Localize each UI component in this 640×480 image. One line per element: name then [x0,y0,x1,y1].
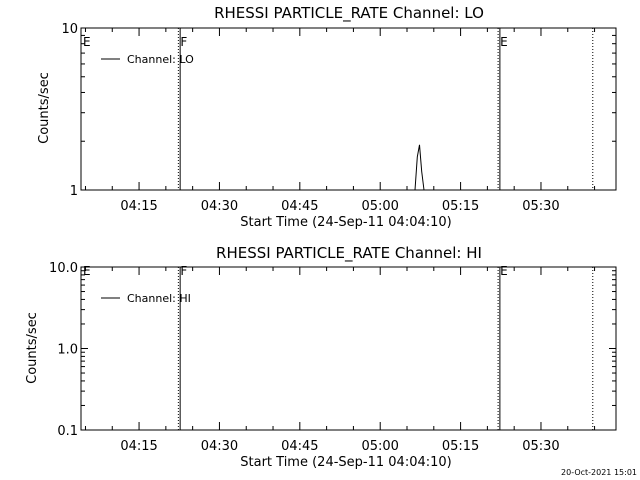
lo-data-series [414,144,425,191]
lo-x-tick-label: 04:45 [281,199,318,214]
lo-x-tick-label: 05:15 [442,199,479,214]
hi-x-tick-label: 04:30 [201,439,238,454]
lo-event-marker-label: F [180,35,187,49]
lo-y-axis-label: Counts/sec [37,72,52,144]
hi-x-tick-label: 04:45 [281,439,318,454]
hi-x-tick-label: 05:15 [442,439,479,454]
hi-event-marker-label: E [500,264,508,278]
hi-y-tick-label: 1.0 [57,343,78,358]
lo-x-tick-label: 04:30 [201,199,238,214]
hi-x-tick-label: 04:15 [120,439,157,454]
hi-y-tick-label: 0.1 [57,424,78,439]
hi-channel-panel: RHESSI PARTICLE_RATE Channel: HI Counts/… [25,244,617,470]
lo-channel-panel: RHESSI PARTICLE_RATE Channel: LO Counts/… [37,4,617,230]
hi-x-axis-label: Start Time (24-Sep-11 04:04:10) [240,455,451,470]
lo-x-tick-label: 05:30 [522,199,559,214]
lo-legend-label: Channel: LO [127,53,194,66]
hi-y-axis-label: Counts/sec [25,312,40,384]
lo-y-tick-label: 10 [61,22,78,37]
hi-y-tick-label: 10.0 [49,261,78,276]
hi-x-tick-label: 05:00 [361,439,398,454]
lo-x-tick-label: 04:15 [120,199,157,214]
lo-chart-title: RHESSI PARTICLE_RATE Channel: LO [214,4,484,23]
lo-event-marker-label: E [500,35,508,49]
lo-x-tick-label: 05:00 [361,199,398,214]
footer-timestamp: 20-Oct-2021 15:01 [561,468,637,477]
lo-y-tick-label: 1 [70,184,78,199]
hi-chart-title: RHESSI PARTICLE_RATE Channel: HI [216,244,482,263]
hi-legend-label: Channel: HI [127,292,191,305]
hi-x-tick-label: 05:30 [522,439,559,454]
hi-event-marker-label: F [180,264,187,278]
lo-x-axis-label: Start Time (24-Sep-11 04:04:10) [240,215,451,230]
hi-event-marker-label: E [83,264,91,278]
lo-event-marker-label: E [83,35,91,49]
